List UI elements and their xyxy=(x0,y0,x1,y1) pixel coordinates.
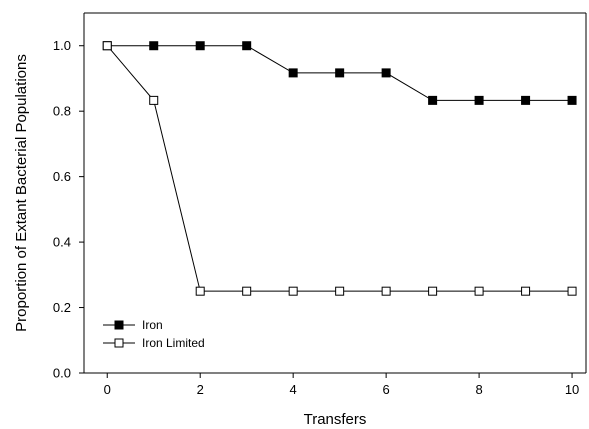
data-point xyxy=(335,286,345,296)
data-point xyxy=(381,286,391,296)
legend: Iron Iron Limited xyxy=(103,318,205,350)
data-point xyxy=(149,41,159,51)
y-tick-label: 0.6 xyxy=(53,169,71,184)
x-tick-label: 8 xyxy=(475,382,482,397)
x-tick-label: 0 xyxy=(104,382,111,397)
legend-label: Iron Limited xyxy=(142,336,205,350)
x-axis-ticks: 0 2 4 6 8 10 xyxy=(104,373,579,397)
data-point xyxy=(521,95,531,105)
series-iron xyxy=(102,41,577,105)
data-point xyxy=(242,286,252,296)
y-tick-label: 0.0 xyxy=(53,366,71,381)
data-point xyxy=(288,68,298,78)
x-tick-label: 2 xyxy=(197,382,204,397)
data-point xyxy=(474,286,484,296)
data-point xyxy=(288,286,298,296)
y-tick-label: 0.4 xyxy=(53,235,71,250)
y-tick-label: 0.2 xyxy=(53,300,71,315)
data-point xyxy=(195,286,205,296)
data-point xyxy=(381,68,391,78)
data-point xyxy=(335,68,345,78)
x-tick-label: 4 xyxy=(290,382,297,397)
data-point xyxy=(242,41,252,51)
legend-item: Iron Limited xyxy=(103,336,205,350)
legend-marker xyxy=(114,338,124,348)
plot-frame xyxy=(83,12,587,374)
data-point xyxy=(474,95,484,105)
x-tick-label: 10 xyxy=(565,382,579,397)
data-point xyxy=(428,286,438,296)
series-layer xyxy=(102,41,577,296)
legend-item: Iron xyxy=(103,318,163,332)
y-tick-label: 0.8 xyxy=(53,104,71,119)
series-iron-limited xyxy=(102,41,577,296)
y-tick-label: 1.0 xyxy=(53,38,71,53)
y-axis-ticks: 0.0 0.2 0.4 0.6 0.8 1.0 xyxy=(53,38,84,381)
series-line xyxy=(106,45,573,292)
x-tick-label: 6 xyxy=(383,382,390,397)
data-point xyxy=(521,286,531,296)
legend-marker xyxy=(114,320,124,330)
data-point xyxy=(567,95,577,105)
data-point xyxy=(149,95,159,105)
data-point xyxy=(567,286,577,296)
data-point xyxy=(195,41,205,51)
x-axis-title: Transfers xyxy=(304,411,367,428)
y-axis-title: Proportion of Extant Bacterial Populatio… xyxy=(13,54,30,332)
data-point xyxy=(102,41,112,51)
data-point xyxy=(428,95,438,105)
legend-label: Iron xyxy=(142,318,163,332)
